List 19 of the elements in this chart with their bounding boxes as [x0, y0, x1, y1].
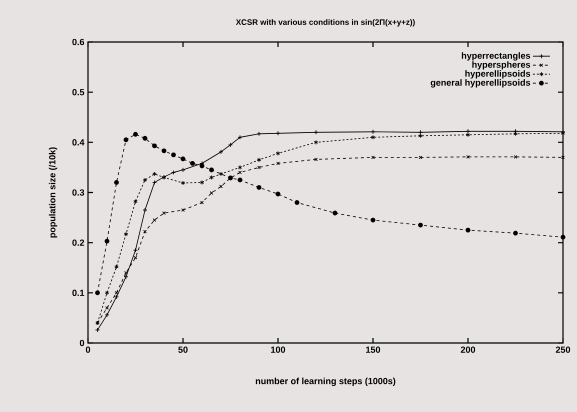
- legend-label: hyperrectangles: [462, 52, 530, 61]
- x-tick-label: 0: [86, 346, 90, 353]
- x-tick-label: 200: [460, 346, 476, 353]
- y-tick-label: 0.6: [72, 38, 84, 46]
- y-tick-label: 0.4: [72, 139, 84, 146]
- y-axis-title: population size (/10k): [48, 147, 58, 238]
- y-tick-label: 0: [80, 340, 84, 346]
- y-tick-label: 0.5: [72, 88, 84, 96]
- legend-label: hyperellipsoids: [465, 70, 530, 79]
- x-tick-label: 50: [178, 346, 188, 353]
- legend-label: hyperspheres: [472, 61, 530, 70]
- x-axis-title: number of learning steps (1000s): [256, 378, 396, 386]
- y-tick-label: 0.3: [72, 189, 84, 196]
- y-tick-label: 0.1: [72, 290, 84, 296]
- x-tick-label: 250: [556, 346, 570, 353]
- x-tick-label: 150: [366, 346, 380, 353]
- x-tick-label: 100: [271, 346, 286, 353]
- legend-label: general hyperellipsoids: [430, 79, 530, 88]
- y-tick-label: 0.2: [72, 239, 84, 246]
